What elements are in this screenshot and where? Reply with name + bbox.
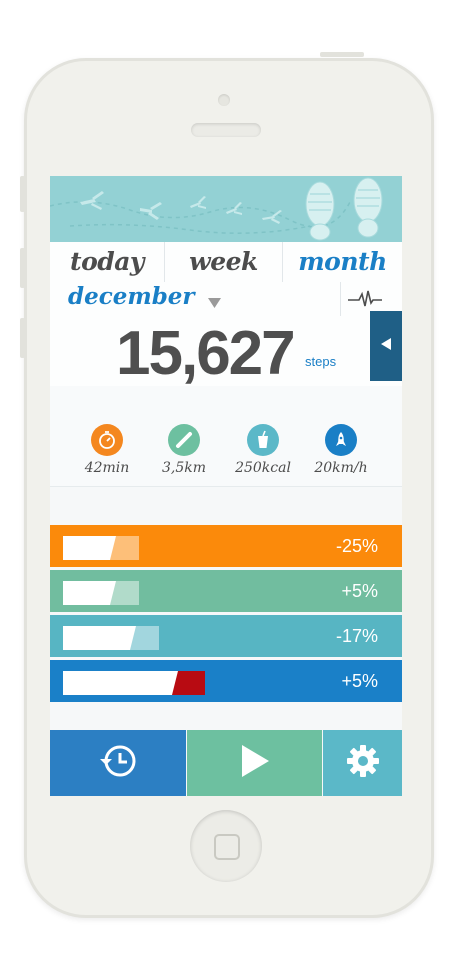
metric-duration: 42min bbox=[67, 424, 147, 476]
tab-today[interactable]: today bbox=[70, 247, 144, 276]
period-selector: december bbox=[50, 282, 402, 317]
change-percentage: +5% bbox=[341, 671, 378, 691]
comparison-bar[interactable]: -17% bbox=[50, 615, 402, 657]
change-percentage: -25% bbox=[335, 536, 378, 556]
comparison-bar[interactable]: +5% bbox=[50, 660, 402, 702]
triangle-down-icon[interactable] bbox=[208, 295, 221, 313]
settings-button[interactable] bbox=[323, 730, 402, 796]
metric-calories-value: 250kcal bbox=[235, 460, 291, 476]
comparison-bar[interactable]: +5% bbox=[50, 570, 402, 612]
month-label[interactable]: december bbox=[68, 283, 195, 310]
triangle-left-icon bbox=[381, 337, 391, 355]
steps-count: 15,627 bbox=[116, 319, 296, 388]
drink-icon bbox=[247, 424, 279, 456]
tab-week[interactable]: week bbox=[189, 247, 258, 276]
change-percentage: +5% bbox=[341, 581, 378, 601]
app-screen: today week month december 15,627 steps 4… bbox=[50, 176, 402, 796]
footprints-banner bbox=[50, 176, 402, 242]
pulse-icon[interactable] bbox=[348, 290, 382, 313]
volume-down-button bbox=[20, 318, 25, 358]
home-button[interactable] bbox=[190, 810, 262, 882]
bottom-toolbar bbox=[50, 730, 402, 796]
current-period-fill bbox=[63, 536, 116, 560]
volume-up-button bbox=[20, 248, 25, 288]
history-icon bbox=[98, 743, 138, 784]
period-tabs: today week month bbox=[50, 242, 402, 283]
metric-duration-value: 42min bbox=[84, 460, 130, 476]
ruler-icon bbox=[168, 424, 200, 456]
side-panel-toggle[interactable] bbox=[370, 311, 402, 381]
current-period-fill bbox=[63, 626, 136, 650]
earpiece-speaker bbox=[191, 123, 261, 137]
metric-speed-value: 20km/h bbox=[314, 460, 368, 476]
comparison-bar[interactable]: -25% bbox=[50, 525, 402, 567]
metrics-row: 42min 3,5km 250kcal 20km/h bbox=[50, 386, 402, 487]
metric-distance-value: 3,5km bbox=[161, 460, 207, 476]
gear-icon bbox=[345, 743, 381, 784]
tab-divider bbox=[282, 242, 283, 282]
steps-summary: 15,627 steps bbox=[50, 316, 402, 388]
history-button[interactable] bbox=[50, 730, 186, 796]
metric-calories: 250kcal bbox=[223, 424, 303, 476]
silent-switch bbox=[20, 176, 25, 212]
current-period-fill bbox=[63, 671, 178, 695]
row-divider bbox=[340, 282, 341, 316]
metric-distance: 3,5km bbox=[144, 424, 224, 476]
current-period-fill bbox=[63, 581, 116, 605]
play-icon bbox=[240, 744, 270, 783]
change-percentage: -17% bbox=[335, 626, 378, 646]
steps-unit: steps bbox=[305, 354, 337, 369]
start-button[interactable] bbox=[187, 730, 322, 796]
tab-month[interactable]: month bbox=[298, 247, 387, 276]
rocket-icon bbox=[325, 424, 357, 456]
tab-divider bbox=[164, 242, 165, 282]
front-camera bbox=[218, 94, 230, 106]
stopwatch-icon bbox=[91, 424, 123, 456]
power-button bbox=[320, 52, 364, 57]
home-square-icon bbox=[214, 834, 240, 860]
metric-speed: 20km/h bbox=[301, 424, 381, 476]
